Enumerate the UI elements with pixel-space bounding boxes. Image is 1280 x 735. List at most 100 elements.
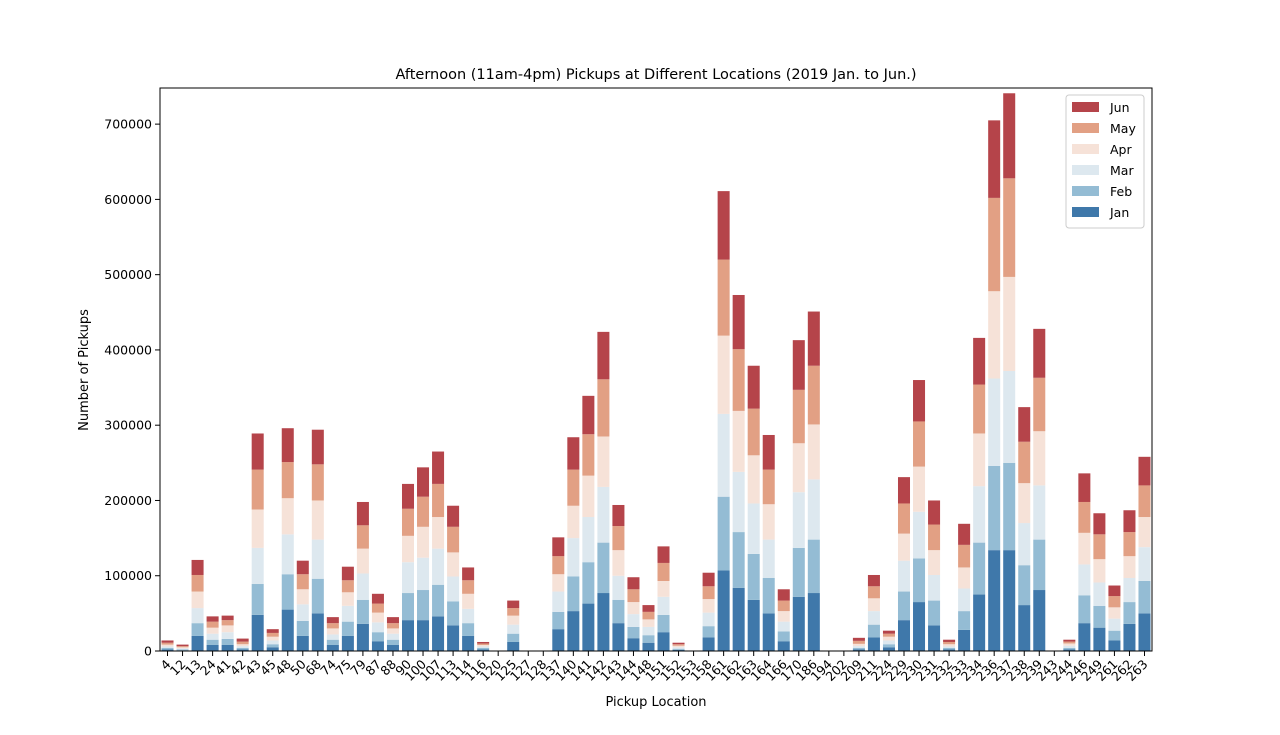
bar-163-feb xyxy=(747,553,760,600)
bar-163-may xyxy=(747,408,760,456)
bar-100-apr xyxy=(417,526,430,558)
bar-234-jan xyxy=(973,594,986,651)
bar-246-jan xyxy=(1078,623,1091,651)
bar-161-mar xyxy=(717,413,730,497)
bar-163-mar xyxy=(747,503,760,554)
bar-152-jan xyxy=(672,649,685,651)
y-tick-label: 600000 xyxy=(104,192,152,207)
x-axis: 4121324414243454850687475798788901001071… xyxy=(157,651,1151,684)
bar-249-feb xyxy=(1093,605,1106,628)
bar-68-apr xyxy=(311,500,324,540)
bar-42-may xyxy=(236,641,249,645)
bar-125-may xyxy=(507,608,520,616)
bar-166-feb xyxy=(777,631,790,642)
bar-90-feb xyxy=(401,593,415,621)
bar-162-feb xyxy=(732,532,745,588)
bar-209-jan xyxy=(852,649,865,651)
bar-45-may xyxy=(266,632,279,637)
legend-label-jun: Jun xyxy=(1109,100,1130,115)
bar-107-mar xyxy=(432,548,445,585)
y-tick-label: 0 xyxy=(144,644,152,659)
bar-236-jun xyxy=(988,120,1001,198)
bar-229-jun xyxy=(897,477,911,504)
bar-107-feb xyxy=(432,584,445,617)
bar-148-mar xyxy=(642,626,655,636)
bar-170-jan xyxy=(792,596,805,651)
bar-43-jun xyxy=(251,433,264,470)
bar-12-apr xyxy=(176,647,189,649)
bar-158-may xyxy=(702,586,715,600)
bar-244-feb xyxy=(1063,647,1076,650)
bar-211-jan xyxy=(867,637,880,651)
bar-229-jan xyxy=(897,620,911,651)
bar-114-apr xyxy=(462,593,475,609)
bar-50-mar xyxy=(296,604,309,621)
bar-152-mar xyxy=(672,647,685,649)
bar-116-feb xyxy=(477,647,490,650)
bar-45-jan xyxy=(266,647,279,651)
bar-143-may xyxy=(612,526,625,551)
bar-229-mar xyxy=(897,560,911,592)
bar-140-jun xyxy=(567,437,580,470)
bar-161-may xyxy=(717,259,730,336)
bar-161-apr xyxy=(717,335,730,414)
bar-125-feb xyxy=(507,633,520,642)
bar-186-mar xyxy=(807,479,820,540)
bar-161-feb xyxy=(717,496,730,571)
bar-48-feb xyxy=(281,574,294,610)
bar-140-mar xyxy=(567,538,580,577)
bar-234-may xyxy=(973,384,986,434)
bar-75-apr xyxy=(341,592,354,606)
bar-236-jan xyxy=(988,550,1001,651)
bar-237-apr xyxy=(1003,276,1016,371)
chart-title: Afternoon (11am-4pm) Pickups at Differen… xyxy=(395,67,916,83)
bar-236-mar xyxy=(988,378,1001,466)
bar-162-jan xyxy=(732,587,745,651)
y-tick-label: 400000 xyxy=(104,342,152,357)
bar-148-apr xyxy=(642,619,655,627)
bar-239-apr xyxy=(1033,431,1046,486)
bar-209-feb xyxy=(852,647,865,650)
bar-125-mar xyxy=(507,624,520,634)
bar-113-feb xyxy=(447,601,460,626)
bar-141-feb xyxy=(582,562,595,604)
legend-swatch-jan xyxy=(1072,207,1099,217)
bar-209-mar xyxy=(852,646,865,648)
bar-166-jun xyxy=(777,589,790,601)
bar-88-may xyxy=(386,623,399,629)
bar-170-apr xyxy=(792,443,805,493)
bar-234-jun xyxy=(973,337,986,385)
bar-90-may xyxy=(401,508,415,536)
bar-4-jan xyxy=(161,649,174,651)
bar-233-apr xyxy=(958,567,971,589)
bar-238-jun xyxy=(1018,407,1031,442)
bar-261-may xyxy=(1108,596,1121,608)
bar-142-may xyxy=(597,379,610,437)
bar-141-jun xyxy=(582,395,595,435)
bar-125-jan xyxy=(507,641,520,651)
bar-238-mar xyxy=(1018,523,1031,566)
bar-170-jun xyxy=(792,340,805,390)
bar-114-feb xyxy=(462,623,475,636)
bar-87-may xyxy=(371,603,384,613)
bar-48-may xyxy=(281,462,294,499)
bar-142-apr xyxy=(597,436,610,487)
bar-232-apr xyxy=(943,644,956,647)
bar-137-may xyxy=(552,556,565,575)
bar-249-apr xyxy=(1093,559,1106,583)
bar-4-feb xyxy=(161,647,174,650)
bar-13-feb xyxy=(191,623,204,636)
bar-224-jun xyxy=(882,630,895,634)
bar-41-mar xyxy=(221,632,234,639)
bar-229-may xyxy=(897,503,911,534)
bar-140-may xyxy=(567,469,580,506)
bar-88-mar xyxy=(386,633,399,640)
bar-43-jan xyxy=(251,614,264,651)
bar-114-jun xyxy=(462,567,475,581)
bar-249-may xyxy=(1093,534,1106,560)
bar-261-feb xyxy=(1108,630,1121,641)
bar-164-may xyxy=(762,469,775,505)
bar-24-jun xyxy=(206,616,219,622)
bar-246-jun xyxy=(1078,473,1091,502)
